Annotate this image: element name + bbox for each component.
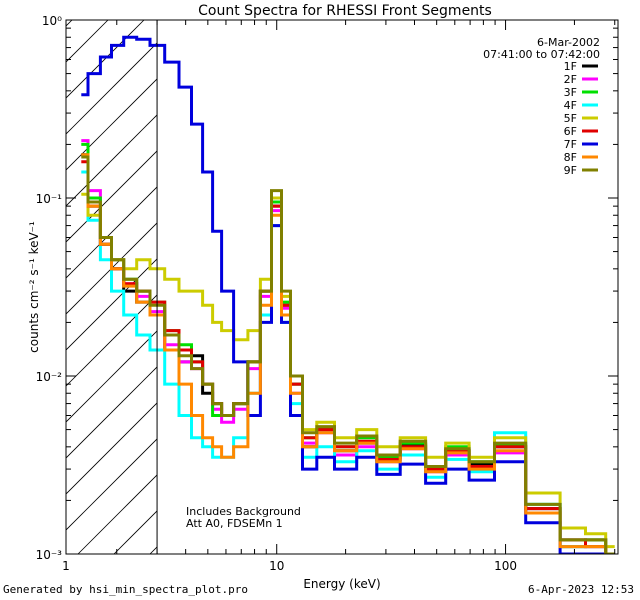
series-9F-line — [81, 155, 615, 554]
hatch-line — [66, 366, 158, 459]
hatch-line — [66, 294, 158, 387]
plot-frame — [65, 19, 619, 555]
y-tick-label: 10⁻³ — [36, 548, 63, 562]
hatch-line — [294, 20, 640, 554]
x-tick-label: 100 — [494, 559, 517, 573]
series-4F-line — [81, 170, 615, 554]
hatch-line — [66, 42, 158, 135]
hatch-line — [66, 222, 158, 315]
legend-label-3F: 3F — [564, 86, 577, 99]
y-tick-label: 10⁻¹ — [36, 192, 63, 206]
hatch-line — [258, 20, 640, 554]
hatch-line — [66, 258, 158, 351]
legend-label-4F: 4F — [564, 99, 577, 112]
annotation-attenuator: Att A0, FDSEMn 1 — [186, 517, 283, 530]
hatch-line — [546, 20, 640, 554]
series-6F-line — [81, 160, 615, 554]
y-tick-label: 10⁰ — [42, 14, 62, 28]
footer-generated-by: Generated by hsi_min_spectra_plot.pro — [3, 583, 249, 596]
legend-label-2F: 2F — [564, 73, 577, 86]
y-axis-label: counts cm⁻² s⁻¹ keV⁻¹ — [27, 221, 41, 353]
series-group — [81, 35, 615, 554]
time-range-label: 07:41:00 to 07:42:00 — [483, 48, 600, 61]
series-7F-line — [81, 35, 615, 554]
legend-label-8F: 8F — [564, 151, 577, 164]
hatch-line — [77, 474, 158, 554]
x-tick-label: 1 — [62, 559, 70, 573]
x-axis-label: Energy (keV) — [303, 577, 380, 591]
annotation-background: Includes Background — [186, 505, 301, 518]
hatch-line — [402, 20, 640, 554]
hatch-line — [474, 20, 640, 554]
legend-label-1F: 1F — [564, 60, 577, 73]
date-label: 6-Mar-2002 — [537, 36, 600, 49]
chart-title: Count Spectra for RHESSI Front Segments — [198, 3, 492, 19]
x-tick-label: 10 — [269, 559, 284, 573]
hatch-line — [618, 20, 640, 554]
y-tick-label: 10⁻² — [36, 370, 63, 384]
hatch-line — [66, 78, 158, 171]
hatch-line — [66, 186, 158, 279]
hatch-line — [366, 20, 640, 554]
hatch-line — [66, 402, 158, 495]
axis-ticks: 1 10 100 10⁻³ 10⁻² 10⁻¹ 10⁰ — [36, 14, 618, 573]
series-5F-line — [81, 192, 615, 549]
legend-label-6F: 6F — [564, 125, 577, 138]
hatch-line — [66, 150, 158, 243]
hatch-line — [222, 20, 640, 554]
legend-label-7F: 7F — [564, 138, 577, 151]
footer-timestamp: 6-Apr-2023 12:53 — [528, 583, 634, 596]
legend-label-9F: 9F — [564, 164, 577, 177]
legend-label-5F: 5F — [564, 112, 577, 125]
hatch-line — [66, 20, 109, 63]
hatch-line — [66, 438, 158, 531]
attenuator-hatch-region — [66, 20, 640, 554]
hatch-line — [582, 20, 640, 554]
